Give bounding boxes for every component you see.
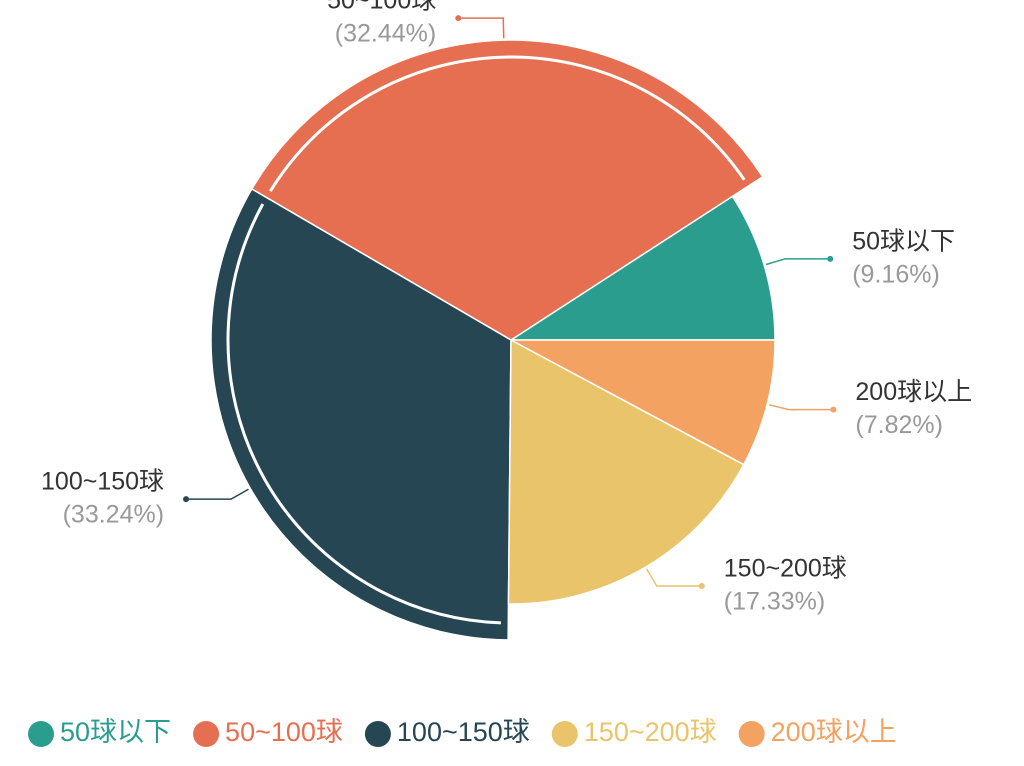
slice-label: 150~200球 bbox=[724, 555, 847, 583]
highlight-ring bbox=[269, 55, 746, 192]
slice-value-label: (33.24%) bbox=[63, 501, 164, 529]
slice-value-label: (17.33%) bbox=[724, 588, 825, 616]
legend-marker bbox=[551, 721, 578, 747]
pie-slice bbox=[508, 195, 776, 341]
leader-line bbox=[765, 258, 831, 266]
legend-marker bbox=[738, 721, 765, 747]
leader-line bbox=[768, 403, 834, 411]
highlight-ring bbox=[226, 203, 501, 625]
pie-slice bbox=[250, 39, 764, 341]
legend-marker bbox=[193, 721, 220, 747]
legend-label: 100~150球 bbox=[397, 717, 530, 747]
leader-dot bbox=[830, 406, 837, 413]
slice-value-label: (9.16%) bbox=[852, 260, 940, 288]
slice-value-label: (7.82%) bbox=[855, 411, 943, 439]
legend-marker bbox=[364, 721, 391, 747]
pie-slice bbox=[510, 339, 776, 466]
legend-label: 50球以下 bbox=[60, 717, 171, 747]
leader-dot bbox=[827, 255, 834, 262]
legend-marker bbox=[28, 721, 54, 747]
leader-dot bbox=[455, 15, 462, 22]
leader-line bbox=[186, 488, 249, 500]
leader-dot bbox=[183, 496, 190, 503]
slice-label: 50~100球 bbox=[327, 0, 436, 15]
pie-slice bbox=[507, 338, 745, 605]
legend-label: 200球以上 bbox=[771, 717, 897, 747]
legend-label: 150~200球 bbox=[584, 717, 717, 747]
leader-line bbox=[458, 17, 505, 39]
pie-slice bbox=[210, 187, 512, 641]
slice-label: 100~150球 bbox=[41, 468, 164, 496]
legend-label: 50~100球 bbox=[225, 717, 343, 747]
leader-dot bbox=[698, 583, 705, 590]
slice-label: 200球以上 bbox=[855, 378, 972, 406]
slice-label: 50球以下 bbox=[852, 227, 955, 255]
slice-value-label: (32.44%) bbox=[335, 20, 436, 48]
leader-line bbox=[645, 568, 702, 587]
